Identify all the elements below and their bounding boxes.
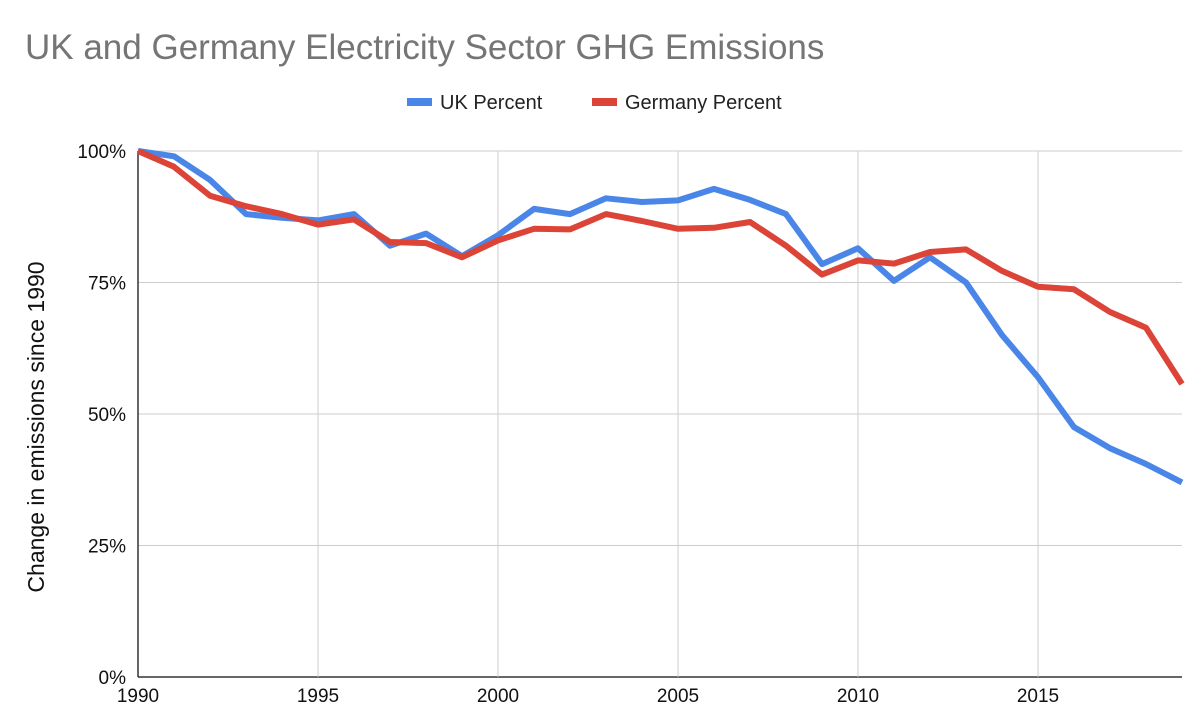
- legend-label-germany: Germany Percent: [625, 92, 782, 114]
- y-tick-label: 25%: [88, 537, 126, 558]
- x-tick-label: 1990: [117, 686, 159, 707]
- series-line-uk: [137, 148, 1184, 486]
- legend-swatch-germany: [592, 98, 617, 106]
- x-tick-label: 2010: [837, 686, 879, 707]
- grid: [137, 150, 1182, 678]
- series-lines: [136, 148, 1185, 486]
- legend-swatch-uk: [407, 98, 432, 106]
- y-tick-label: 100%: [77, 142, 126, 163]
- x-axis-ticks: 1990 1995 2000 2005 2010 2015: [117, 686, 1059, 707]
- x-tick-label: 2015: [1017, 686, 1059, 707]
- x-tick-label: 2000: [477, 686, 519, 707]
- x-tick-label: 2005: [657, 686, 699, 707]
- y-axis-ticks: 0% 25% 50% 75% 100%: [77, 142, 126, 689]
- y-tick-label: 75%: [88, 274, 126, 295]
- x-tick-label: 1995: [297, 686, 339, 707]
- y-tick-label: 50%: [88, 405, 126, 426]
- legend: UK Percent Germany Percent: [407, 92, 782, 114]
- series-line-germany: [136, 148, 1185, 386]
- y-axis-title: Change in emissions since 1990: [23, 261, 49, 592]
- legend-label-uk: UK Percent: [440, 92, 543, 114]
- y-tick-label: 0%: [99, 668, 127, 689]
- chart-title: UK and Germany Electricity Sector GHG Em…: [25, 28, 824, 67]
